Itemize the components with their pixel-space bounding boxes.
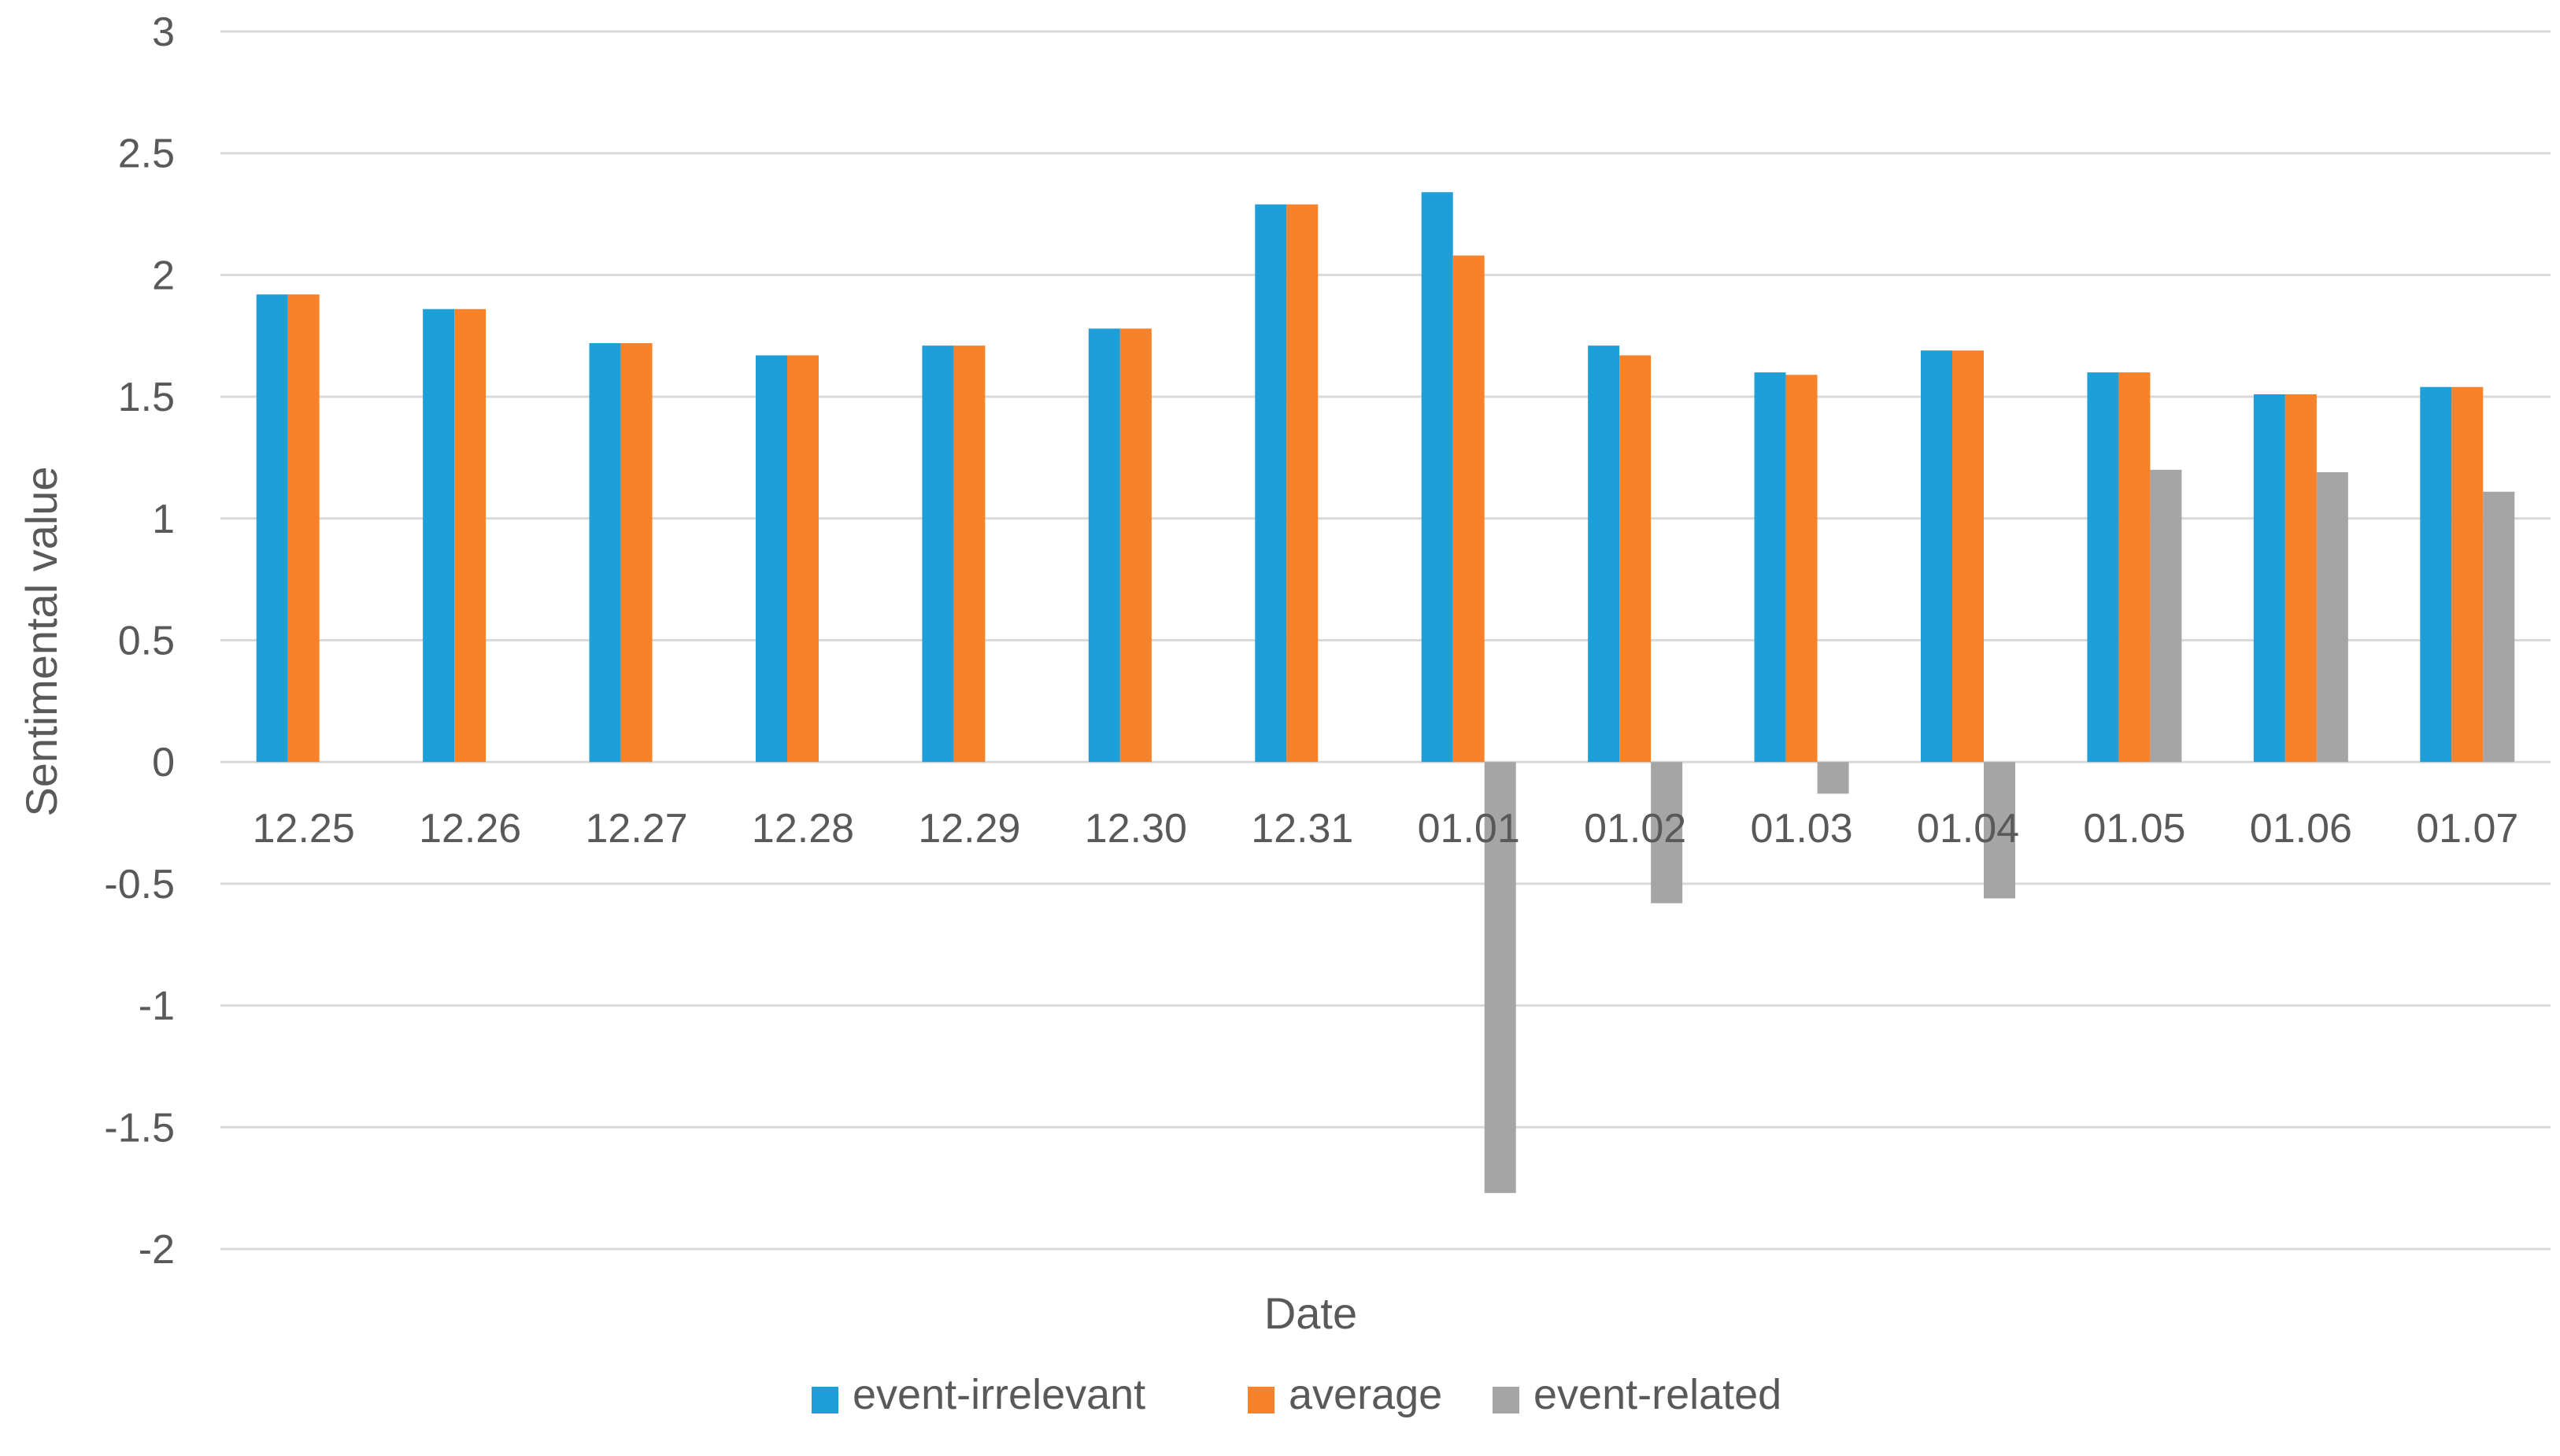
x-tick-label: 12.30 xyxy=(1085,806,1187,852)
bar-average-12.28 xyxy=(787,355,819,763)
bar-average-12.31 xyxy=(1286,204,1319,763)
bar-average-01.07 xyxy=(2451,386,2484,763)
bar-event-irrelevant-01.07 xyxy=(2420,386,2452,763)
legend-item-average: average xyxy=(1248,1371,1442,1418)
y-axis-ticks: 3 2.5 2 1.5 1 0.5 0 -0.5 -1 -1.5 -2 xyxy=(104,9,175,1273)
legend-label: event-related xyxy=(1533,1371,1781,1418)
bar-average-01.01 xyxy=(1452,255,1485,763)
bar-event-irrelevant-01.05 xyxy=(2087,372,2119,763)
gridlines xyxy=(220,30,2551,1251)
y-tick-label: -0.5 xyxy=(104,862,175,907)
legend-item-event-irrelevant: event-irrelevant xyxy=(812,1371,1145,1418)
bar-event-related-01.07 xyxy=(2483,491,2515,763)
bar-event-related-01.03 xyxy=(1817,762,1849,794)
y-tick-label: 0 xyxy=(152,740,175,785)
bar-event-irrelevant-12.29 xyxy=(922,346,954,763)
y-axis-title: Sentimental value xyxy=(17,466,66,816)
bar-event-irrelevant-12.26 xyxy=(423,309,455,763)
y-tick-label: 0.5 xyxy=(118,619,175,664)
bar-average-01.04 xyxy=(1952,350,1984,763)
y-tick-label: 3 xyxy=(152,9,175,55)
y-tick-label: -1.5 xyxy=(104,1105,175,1151)
bar-event-irrelevant-01.06 xyxy=(2253,394,2285,763)
bar-event-related-01.01 xyxy=(1484,762,1516,1193)
y-tick-label: -2 xyxy=(139,1227,175,1273)
bar-average-01.05 xyxy=(2118,372,2151,763)
bar-average-12.27 xyxy=(620,343,653,763)
legend-label: event-irrelevant xyxy=(853,1371,1145,1418)
bar-event-irrelevant-12.27 xyxy=(589,343,621,763)
y-tick-label: 1.5 xyxy=(118,375,175,420)
bar-average-12.29 xyxy=(953,346,986,763)
x-tick-label: 12.31 xyxy=(1251,806,1353,852)
bar-event-related-01.02 xyxy=(1651,762,1683,904)
bars xyxy=(256,192,2515,1193)
x-tick-label: 12.29 xyxy=(918,806,1020,852)
x-tick-label: 01.02 xyxy=(1584,806,1686,852)
x-tick-label: 12.26 xyxy=(419,806,521,852)
x-axis-ticks: 12.25 12.26 12.27 12.28 12.29 12.30 12.31 01.01… xyxy=(253,806,2519,852)
bar-event-related-01.06 xyxy=(2316,472,2348,763)
x-tick-label: 01.01 xyxy=(1418,806,1520,852)
bar-average-01.03 xyxy=(1785,375,1818,763)
legend-item-event-related: event-related xyxy=(1493,1371,1781,1418)
y-tick-label: -1 xyxy=(139,984,175,1029)
x-tick-label: 01.07 xyxy=(2416,806,2518,852)
x-tick-label: 12.28 xyxy=(752,806,854,852)
bar-event-irrelevant-01.01 xyxy=(1421,192,1453,763)
bar-event-irrelevant-12.28 xyxy=(756,355,787,763)
x-tick-label: 01.03 xyxy=(1751,806,1853,852)
bar-average-01.02 xyxy=(1619,355,1652,763)
bar-average-12.26 xyxy=(454,309,486,763)
y-tick-label: 1 xyxy=(152,497,175,542)
bar-event-related-01.05 xyxy=(2150,469,2182,763)
x-tick-label: 12.27 xyxy=(586,806,688,852)
bar-event-irrelevant-01.03 xyxy=(1754,372,1786,763)
legend-swatch xyxy=(812,1387,838,1414)
legend-swatch xyxy=(1248,1387,1274,1414)
x-tick-label: 01.04 xyxy=(1917,806,2019,852)
y-tick-label: 2.5 xyxy=(118,131,175,177)
bar-event-irrelevant-12.25 xyxy=(256,294,288,763)
bar-event-irrelevant-01.02 xyxy=(1588,346,1620,763)
bar-event-irrelevant-01.04 xyxy=(1921,350,1952,763)
legend-swatch xyxy=(1493,1387,1519,1414)
x-tick-label: 01.05 xyxy=(2083,806,2185,852)
bar-event-irrelevant-12.31 xyxy=(1255,204,1287,763)
legend-label: average xyxy=(1289,1371,1442,1418)
bar-average-12.30 xyxy=(1119,328,1152,763)
legend: event-irrelevant average event-related xyxy=(812,1371,1781,1418)
bar-event-irrelevant-12.30 xyxy=(1088,328,1120,763)
x-axis-title: Date xyxy=(1264,1288,1357,1338)
x-tick-label: 01.06 xyxy=(2250,806,2352,852)
bar-event-related-01.04 xyxy=(1984,762,2015,899)
bar-average-12.25 xyxy=(287,294,320,763)
bar-average-01.06 xyxy=(2284,394,2317,763)
x-tick-label: 12.25 xyxy=(253,806,355,852)
y-tick-label: 2 xyxy=(152,253,175,298)
